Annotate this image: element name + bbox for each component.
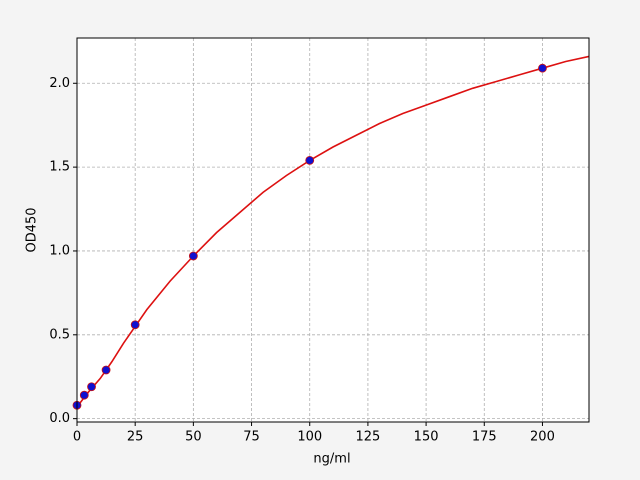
x-tick-label: 150 xyxy=(414,430,439,445)
y-tick-label: 2.0 xyxy=(49,76,70,91)
y-axis-label: OD450 xyxy=(25,207,40,252)
data-point xyxy=(538,63,547,73)
x-tick-label: 0 xyxy=(73,430,81,445)
y-tick-label: 1.5 xyxy=(49,160,70,175)
y-tick-label: 1.0 xyxy=(49,243,70,258)
x-tick-label: 25 xyxy=(127,430,144,445)
x-tick-label: 125 xyxy=(355,430,380,445)
plot-frame xyxy=(76,37,590,423)
fit-curve xyxy=(76,55,590,408)
x-tick-label: 200 xyxy=(530,430,555,445)
data-point xyxy=(130,320,140,330)
x-tick-label: 175 xyxy=(472,430,497,445)
data-point xyxy=(79,390,89,400)
data-point xyxy=(188,251,198,261)
plot-area xyxy=(77,38,589,422)
x-tick-label: 75 xyxy=(243,430,260,445)
x-axis-label: ng/ml xyxy=(313,452,350,467)
y-tick-label: 0.0 xyxy=(49,411,70,426)
data-point xyxy=(87,382,96,392)
data-point xyxy=(101,365,111,375)
x-tick-label: 100 xyxy=(297,430,322,445)
data-point xyxy=(305,156,315,165)
y-tick-label: 0.5 xyxy=(49,327,70,342)
x-tick-label: 50 xyxy=(185,430,202,445)
